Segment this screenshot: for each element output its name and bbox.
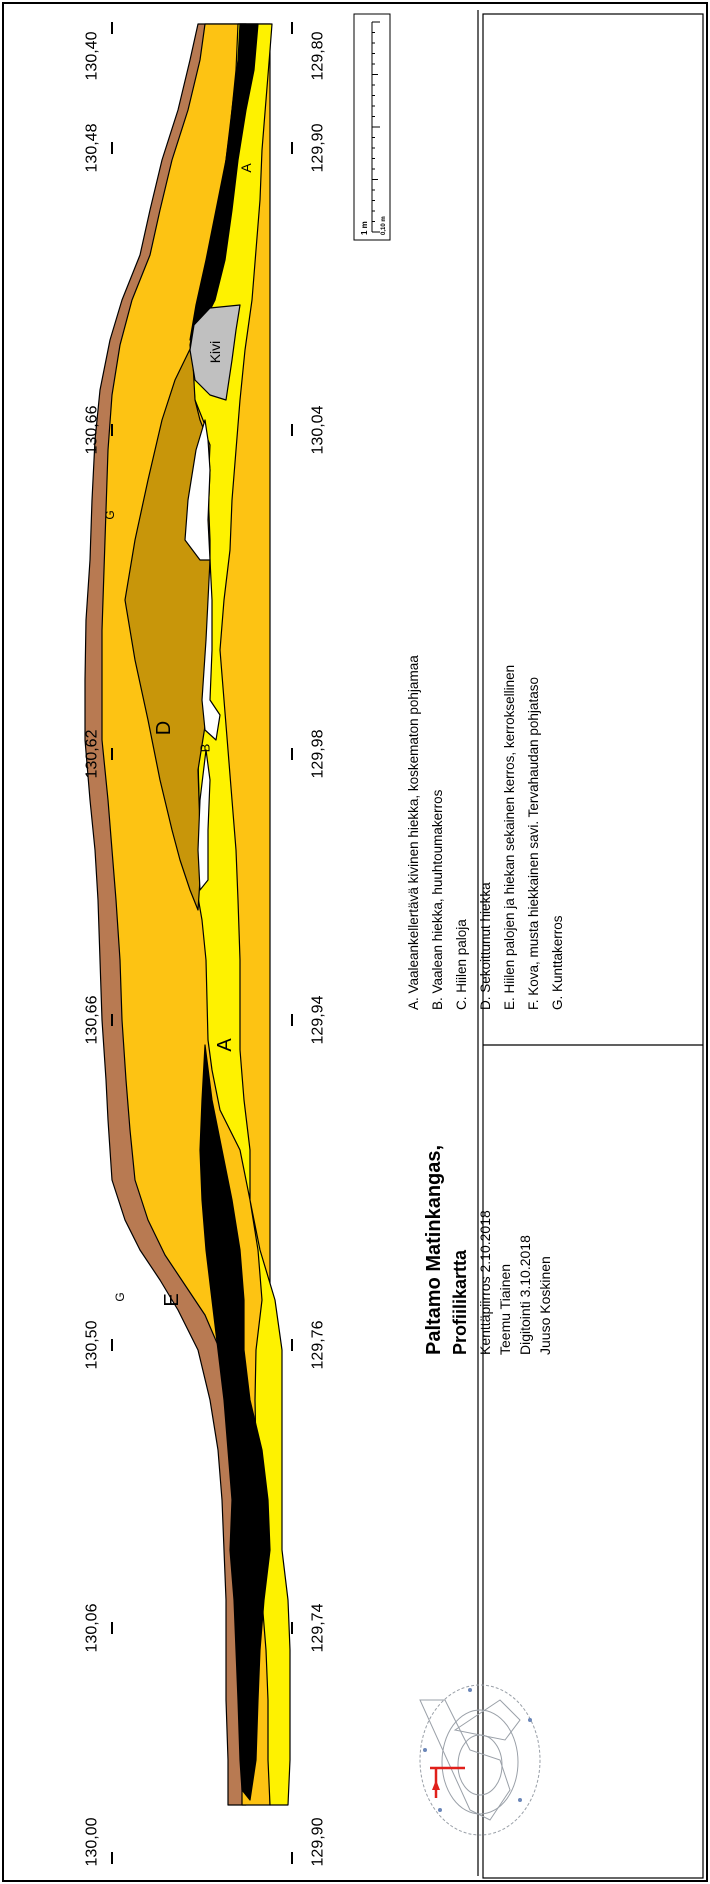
layer-label-f: F: [237, 52, 251, 59]
credit-line-4: Juuso Koskinen: [537, 1256, 553, 1355]
layer-legend: A. Vaaleankellertävä kivinen hiekka, kos…: [406, 655, 565, 1010]
layer-c-charcoal: [199, 1044, 271, 1801]
profile-layers: [84, 23, 291, 1806]
elevation-markers: 130,00 129,90 130,06 129,74 130,50 129,76 130,…: [84, 22, 327, 1866]
layer-kivi-stone: [189, 304, 241, 401]
bottom-elevation-label: 129,76: [310, 1320, 327, 1369]
layer-label-d: D: [153, 721, 175, 735]
layer-label-a: A: [214, 1038, 236, 1052]
layer-label-a: A: [238, 163, 254, 173]
info-panel-frame: [482, 13, 704, 1879]
layer-letters: A A B C D E F G G Kivi: [103, 52, 254, 1455]
scale-label-minor: 0,10 m: [381, 216, 387, 235]
map-title: Paltamo Matinkangas,: [423, 1145, 445, 1355]
layer-label-e: E: [161, 1293, 183, 1306]
bottom-elevation-label: 129,90: [310, 123, 327, 172]
top-elevation-label: 130,48: [84, 123, 101, 172]
layer-b-washed-sand-3: [197, 749, 211, 891]
layer-b-washed-sand: [184, 419, 211, 561]
top-elevation-label: 130,40: [84, 31, 101, 80]
credit-line-1: Kenttäpiirros 2.10.2018: [477, 1210, 493, 1355]
scale-label-major: 1 m: [360, 221, 369, 235]
bottom-elevation-label: 130,04: [310, 405, 327, 454]
site-locator-map: [419, 1684, 541, 1836]
top-elevation-label: 130,50: [84, 1320, 101, 1369]
legend-item: E. Hiilen palojen ja hiekan sekainen ker…: [502, 665, 517, 1010]
locator-arrow-icon: [430, 1766, 465, 1798]
layer-label-g: G: [113, 1292, 127, 1301]
legend-item: C. Hiilen paloja: [454, 919, 469, 1010]
legend-item: F. Kova, musta hiekkainen savi. Tervahau…: [526, 677, 541, 1010]
legend-item: D. Sekoittunut hiekka: [478, 882, 493, 1010]
top-elevation-label: 130,00: [84, 1817, 101, 1866]
legend-item: G. Kunttakerros: [550, 915, 565, 1010]
bottom-elevation-label: 129,90: [310, 1817, 327, 1866]
top-elevation-label: 130,62: [84, 729, 101, 778]
scale-bar: 1 m 0,10 m: [353, 13, 391, 241]
credit-line-3: Digitointi 3.10.2018: [517, 1235, 533, 1355]
layer-label-c: C: [229, 1441, 251, 1455]
legend-item: A. Vaaleankellertävä kivinen hiekka, kos…: [406, 655, 421, 1010]
bottom-elevation-label: 129,74: [310, 1603, 327, 1652]
top-elevation-label: 130,66: [84, 405, 101, 454]
top-elevation-label: 130,06: [84, 1603, 101, 1652]
title-block: Paltamo Matinkangas, Profiilikartta Kent…: [423, 1145, 553, 1355]
top-elevation-label: 130,66: [84, 995, 101, 1044]
stone-label: Kivi: [207, 341, 223, 364]
bottom-elevation-label: 129,80: [310, 31, 327, 80]
legend-item: B. Vaalean hiekka, huuhtoumakerros: [430, 789, 445, 1010]
bottom-elevation-label: 129,94: [310, 995, 327, 1044]
layer-label-g: G: [103, 510, 117, 519]
layer-b-washed-sand-2: [201, 559, 221, 741]
map-subtitle: Profiilikartta: [450, 1249, 470, 1355]
layer-label-b: B: [198, 744, 213, 753]
bottom-elevation-label: 129,98: [310, 729, 327, 778]
credit-line-2: Teemu Tiainen: [497, 1264, 513, 1355]
